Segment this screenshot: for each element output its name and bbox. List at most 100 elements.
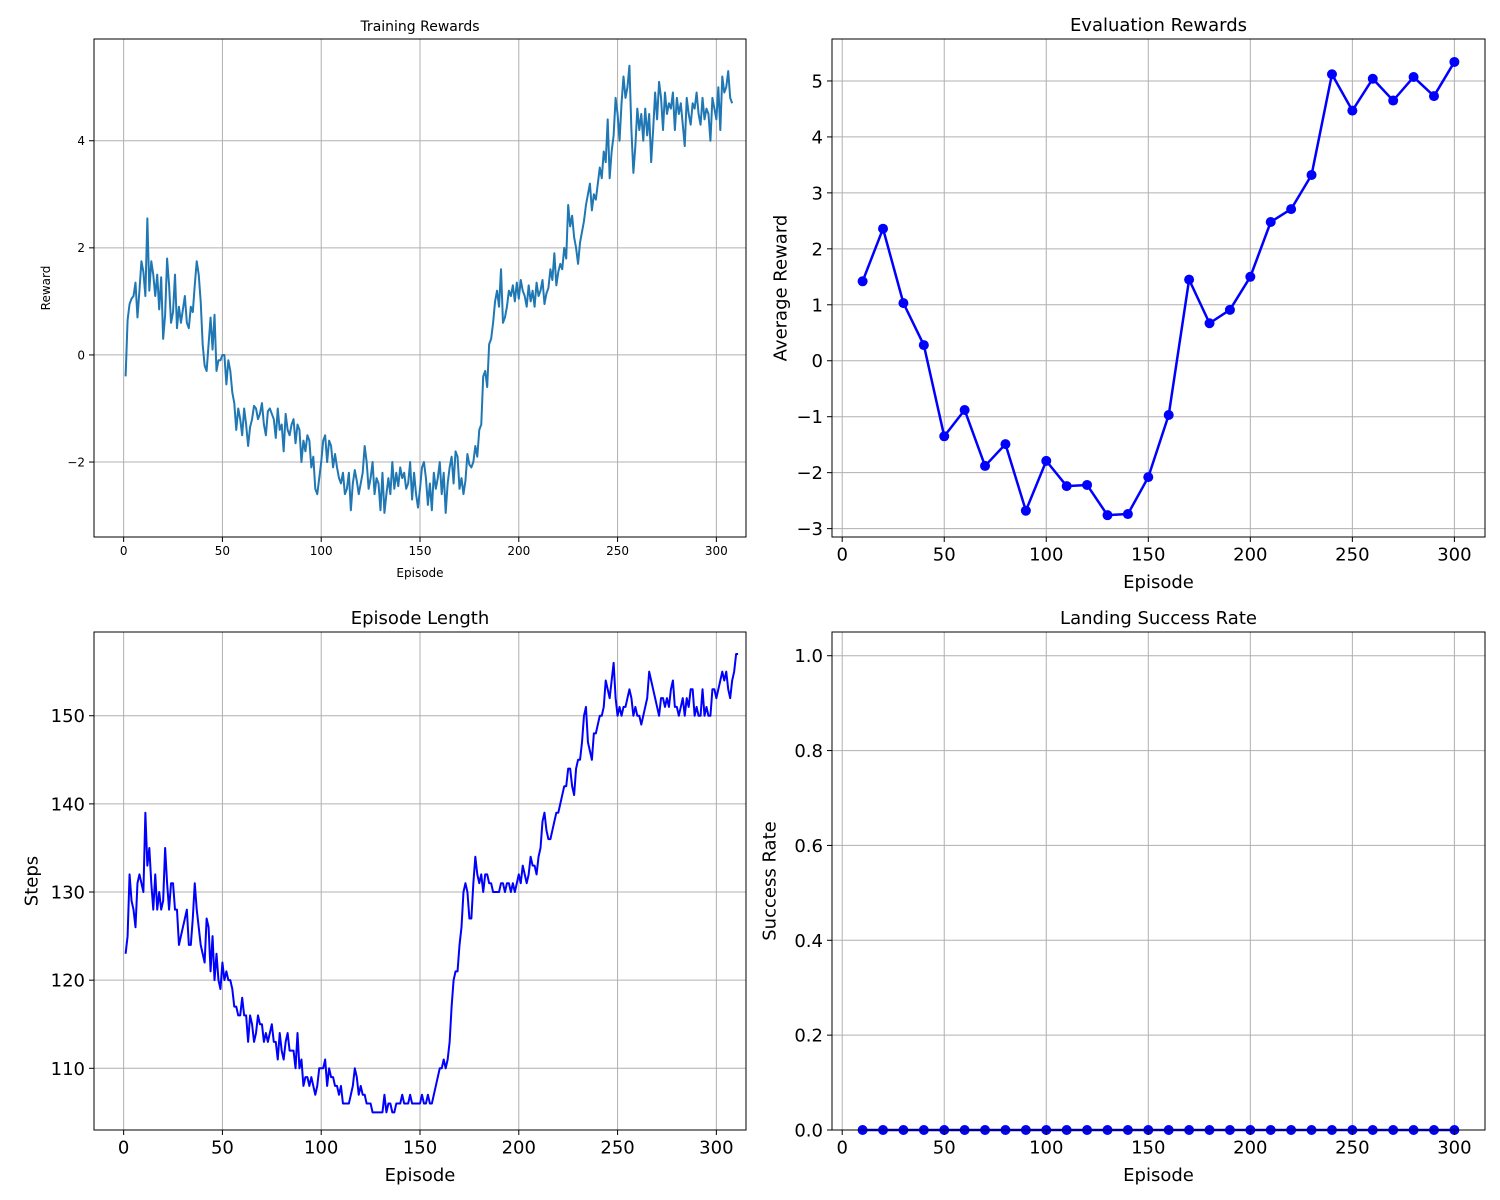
axes-frame bbox=[831, 38, 1486, 538]
chart-panel-top-left: 0 50 100 150 200 250 300 −2 0 2 4 Training Rewards E… bbox=[39, 19, 747, 580]
y-tick-label: −2 bbox=[67, 455, 85, 469]
x-tick-label: 200 bbox=[502, 1137, 536, 1158]
data-point bbox=[1286, 204, 1297, 215]
data-point bbox=[1204, 318, 1215, 329]
x-tick-label: 250 bbox=[606, 544, 629, 558]
data-point bbox=[1143, 472, 1154, 483]
y-tick-label: 0.6 bbox=[794, 836, 823, 857]
data-point bbox=[1388, 95, 1399, 106]
y-tick-label: 0.0 bbox=[794, 1120, 823, 1141]
y-tick-label: 0 bbox=[812, 351, 823, 372]
data-point bbox=[1326, 69, 1337, 80]
chart-title: Episode Length bbox=[351, 608, 490, 629]
y-tick-label: 4 bbox=[812, 127, 823, 148]
data-point bbox=[1408, 72, 1419, 83]
series-line bbox=[124, 653, 739, 1114]
x-tick-label: 100 bbox=[304, 1137, 338, 1158]
data-point bbox=[1306, 169, 1317, 180]
y-tick-label: 0.2 bbox=[794, 1026, 823, 1047]
y-tick-label: 0 bbox=[77, 348, 85, 362]
y-tick-label: 140 bbox=[51, 794, 85, 815]
x-tick-label: 150 bbox=[1131, 1137, 1165, 1158]
data-point bbox=[1082, 479, 1093, 490]
data-point bbox=[1020, 505, 1031, 516]
data-point bbox=[1265, 216, 1276, 227]
x-tick-label: 150 bbox=[409, 544, 432, 558]
y-tick-label: 150 bbox=[51, 706, 85, 727]
data-point bbox=[1184, 274, 1195, 285]
data-point bbox=[857, 276, 868, 287]
y-tick-label: 110 bbox=[51, 1059, 85, 1080]
data-point bbox=[878, 223, 889, 234]
x-tick-label: 50 bbox=[933, 544, 956, 565]
y-tick-label: −1 bbox=[796, 407, 823, 428]
y-tick-label: −3 bbox=[796, 519, 823, 540]
data-point bbox=[939, 431, 950, 442]
x-tick-label: 300 bbox=[699, 1137, 733, 1158]
data-point bbox=[1061, 481, 1072, 492]
y-tick-label: −2 bbox=[796, 463, 823, 484]
data-point bbox=[980, 460, 991, 471]
x-tick-label: 200 bbox=[1233, 1137, 1267, 1158]
data-point bbox=[1041, 455, 1052, 466]
x-axis-label: Episode bbox=[1123, 572, 1194, 593]
x-tick-label: 150 bbox=[1131, 544, 1165, 565]
data-point bbox=[1449, 56, 1460, 67]
x-tick-label: 150 bbox=[403, 1137, 437, 1158]
chart-panel-top-right: 0 50 100 150 200 250 300 −3 −2 −1 0 1 2 3 4 5 Evaluation… bbox=[771, 15, 1486, 593]
x-axis-label: Episode bbox=[385, 1165, 456, 1186]
chart-title: Landing Success Rate bbox=[1060, 608, 1257, 629]
x-tick-label: 100 bbox=[310, 544, 333, 558]
x-tick-label: 250 bbox=[600, 1137, 634, 1158]
data-point bbox=[1163, 410, 1174, 421]
x-tick-label: 50 bbox=[215, 544, 230, 558]
x-tick-label: 100 bbox=[1029, 1137, 1063, 1158]
x-tick-label: 50 bbox=[933, 1137, 956, 1158]
data-point bbox=[959, 404, 970, 415]
x-tick-label: 200 bbox=[1233, 544, 1267, 565]
y-tick-label: 120 bbox=[51, 971, 85, 992]
x-tick-label: 50 bbox=[211, 1137, 234, 1158]
chart-panel-bottom-left: 0 50 100 150 200 250 300 110 120 130 140 150 Episode… bbox=[22, 608, 747, 1186]
x-tick-label: 0 bbox=[836, 544, 847, 565]
chart-title: Evaluation Rewards bbox=[1070, 15, 1247, 36]
y-tick-label: 0.8 bbox=[794, 741, 823, 762]
data-point bbox=[918, 340, 929, 351]
axes-frame bbox=[831, 631, 1486, 1131]
x-tick-label: 100 bbox=[1029, 544, 1063, 565]
y-axis-label: Average Reward bbox=[771, 215, 792, 362]
y-tick-label: 3 bbox=[812, 183, 823, 204]
data-point bbox=[1367, 73, 1378, 84]
y-axis-label: Success Rate bbox=[760, 821, 781, 940]
x-tick-label: 250 bbox=[1335, 1137, 1369, 1158]
y-tick-label: 2 bbox=[812, 239, 823, 260]
y-tick-label: 0.4 bbox=[794, 931, 823, 952]
y-axis-label: Steps bbox=[22, 856, 43, 906]
x-axis-label: Episode bbox=[396, 566, 443, 580]
x-tick-label: 250 bbox=[1335, 544, 1369, 565]
x-tick-label: 300 bbox=[1437, 1137, 1471, 1158]
data-point bbox=[1224, 304, 1235, 315]
data-point bbox=[1428, 91, 1439, 102]
x-tick-label: 0 bbox=[836, 1137, 847, 1158]
y-tick-label: 1 bbox=[812, 295, 823, 316]
x-axis-label: Episode bbox=[1123, 1165, 1194, 1186]
y-tick-label: 130 bbox=[51, 882, 85, 903]
chart-title: Training Rewards bbox=[359, 19, 479, 35]
x-tick-label: 200 bbox=[507, 544, 530, 558]
x-tick-label: 0 bbox=[118, 1137, 129, 1158]
data-point bbox=[1102, 510, 1113, 521]
data-point bbox=[898, 298, 909, 309]
data-point bbox=[1347, 105, 1358, 116]
chart-panel-bottom-right: 0 50 100 150 200 250 300 0.0 0.2 0.4 0.6 0.8 1.0 Land… bbox=[760, 608, 1486, 1186]
data-point bbox=[1122, 509, 1133, 520]
y-tick-label: 4 bbox=[77, 134, 85, 148]
y-axis-label: Reward bbox=[39, 266, 53, 311]
x-tick-label: 0 bbox=[120, 544, 128, 558]
data-point bbox=[1000, 439, 1011, 450]
series-line bbox=[861, 61, 1456, 517]
y-tick-label: 5 bbox=[812, 71, 823, 92]
y-tick-label: 2 bbox=[77, 241, 85, 255]
series-line bbox=[124, 64, 734, 514]
